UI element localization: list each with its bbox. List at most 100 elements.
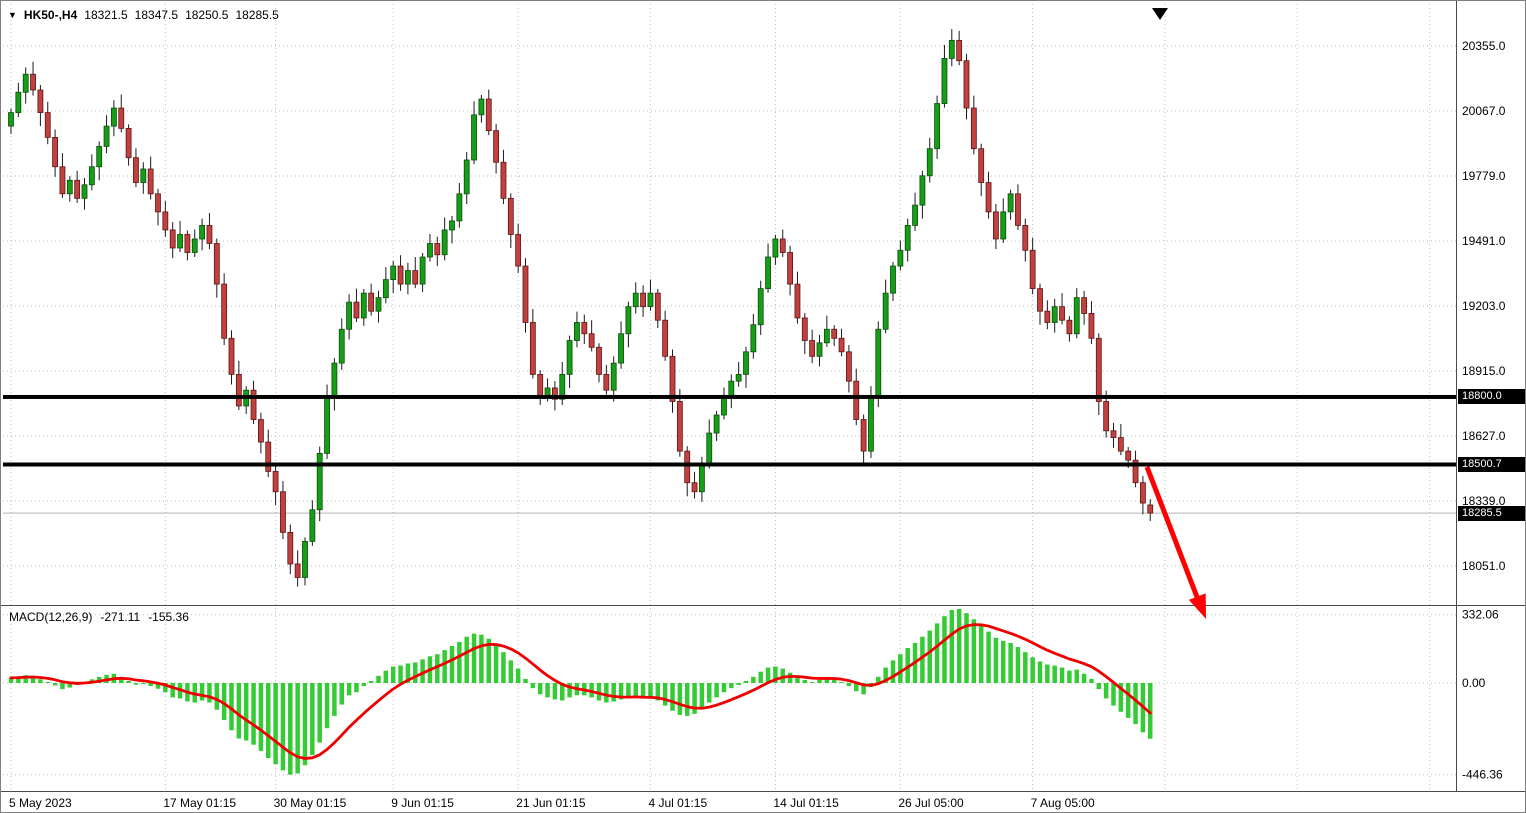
macd-histogram-bar bbox=[817, 679, 822, 683]
ohlc-high-value: 18347.5 bbox=[134, 8, 179, 22]
candlestick bbox=[522, 258, 529, 333]
time-axis-label: 26 Jul 05:00 bbox=[898, 796, 964, 810]
macd-histogram-bar bbox=[266, 683, 271, 759]
macd-histogram-bar bbox=[846, 683, 852, 687]
price-axis-label: 18051.0 bbox=[1462, 559, 1506, 573]
candlestick bbox=[654, 289, 661, 329]
candlestick bbox=[838, 328, 845, 357]
symbol-header: ▼ HK50-,H4 18321.5 18347.5 18250.5 18285… bbox=[8, 8, 279, 22]
macd-histogram-bar bbox=[449, 646, 455, 683]
macd-histogram-bar bbox=[765, 667, 771, 683]
candlestick bbox=[147, 156, 154, 200]
candlestick bbox=[603, 364, 610, 395]
macd-histogram-bar bbox=[1103, 683, 1109, 699]
macd-histogram-bar bbox=[60, 683, 65, 690]
candlestick bbox=[1081, 290, 1087, 325]
candlestick bbox=[588, 320, 595, 352]
price-axis-label: 20067.0 bbox=[1462, 104, 1506, 118]
macd-histogram-bar bbox=[545, 683, 550, 698]
candlestick bbox=[485, 89, 492, 136]
macd-histogram-bar bbox=[949, 610, 955, 683]
candlestick bbox=[221, 273, 228, 346]
candlestick bbox=[1132, 450, 1139, 488]
macd-histogram-bar bbox=[288, 683, 293, 775]
macd-histogram-bar bbox=[684, 683, 690, 716]
time-axis-label: 7 Aug 05:00 bbox=[1031, 796, 1095, 810]
macd-histogram-bar bbox=[295, 683, 300, 774]
candlestick bbox=[390, 261, 397, 294]
candlestick bbox=[59, 153, 66, 198]
candlestick bbox=[228, 330, 235, 385]
macd-histogram-bar bbox=[736, 683, 741, 686]
macd-axis-label: 332.06 bbox=[1462, 608, 1499, 622]
ohlc-low-value: 18250.5 bbox=[185, 8, 229, 22]
candlestick bbox=[493, 123, 500, 174]
macd-histogram-bar bbox=[390, 666, 396, 683]
candlestick bbox=[890, 261, 896, 302]
support-resistance-line[interactable] bbox=[3, 394, 1456, 399]
macd-histogram-bar bbox=[119, 676, 124, 683]
candlestick bbox=[757, 280, 764, 335]
candlestick bbox=[309, 500, 316, 546]
candlestick bbox=[529, 308, 536, 379]
macd-histogram-bar bbox=[258, 683, 264, 751]
macd-histogram-bar bbox=[1074, 669, 1079, 683]
candlestick bbox=[184, 230, 191, 261]
macd-histogram-bar bbox=[383, 670, 389, 683]
symbol-dropdown-icon[interactable]: ▼ bbox=[8, 10, 17, 20]
macd-histogram-bar bbox=[133, 683, 139, 685]
macd-histogram-bar bbox=[567, 683, 572, 698]
macd-histogram-bar bbox=[464, 636, 469, 683]
candlestick bbox=[81, 178, 88, 210]
macd-axis-label: -446.36 bbox=[1462, 768, 1503, 782]
price-axis-label: 20355.0 bbox=[1462, 39, 1506, 53]
macd-histogram-bar bbox=[280, 683, 286, 771]
candlestick bbox=[787, 245, 793, 296]
candlestick bbox=[640, 285, 646, 317]
candlestick bbox=[52, 129, 58, 177]
candlestick bbox=[294, 550, 301, 587]
candlestick bbox=[375, 290, 382, 323]
macd-histogram-bar bbox=[302, 683, 308, 766]
candlestick bbox=[265, 429, 272, 478]
candlestick bbox=[280, 480, 286, 540]
candlestick bbox=[970, 95, 977, 155]
macd-histogram-bar bbox=[273, 683, 278, 765]
candlestick bbox=[463, 152, 470, 204]
chart-shift-marker[interactable] bbox=[1152, 8, 1168, 20]
candlestick bbox=[478, 94, 485, 123]
macd-histogram-bar bbox=[405, 663, 411, 683]
macd-histogram-bar bbox=[537, 683, 543, 695]
candlestick bbox=[397, 255, 404, 291]
candlestick bbox=[44, 101, 51, 145]
candlestick bbox=[8, 108, 14, 135]
candlestick bbox=[88, 154, 95, 191]
candlestick bbox=[360, 289, 367, 326]
macd-histogram-bar bbox=[898, 654, 903, 683]
macd-histogram-bar bbox=[207, 683, 212, 703]
macd-histogram-bar bbox=[743, 680, 749, 683]
macd-histogram-bar bbox=[1045, 664, 1050, 683]
candlestick bbox=[118, 94, 125, 133]
macd-histogram-bar bbox=[1059, 667, 1065, 683]
candlestick bbox=[794, 271, 801, 324]
trend-arrow-down-icon[interactable] bbox=[1144, 466, 1206, 619]
macd-histogram-bar bbox=[993, 637, 999, 683]
candlestick bbox=[1029, 237, 1036, 295]
macd-histogram-bar bbox=[346, 683, 352, 696]
macd-histogram-bar bbox=[1030, 657, 1035, 683]
candlestick bbox=[434, 236, 441, 267]
candlestick bbox=[213, 238, 220, 298]
macd-histogram-bar bbox=[1089, 678, 1094, 683]
support-resistance-line[interactable] bbox=[3, 462, 1456, 467]
macd-histogram-bar bbox=[1015, 647, 1021, 683]
candlestick bbox=[779, 229, 786, 258]
candlestick bbox=[735, 361, 742, 387]
candlestick bbox=[412, 257, 419, 289]
ohlc-open-value: 18321.5 bbox=[84, 8, 128, 22]
time-axis-label: 17 May 01:15 bbox=[163, 796, 236, 810]
candlestick bbox=[956, 30, 963, 66]
candlestick bbox=[353, 288, 360, 323]
macd-histogram bbox=[8, 609, 1153, 775]
